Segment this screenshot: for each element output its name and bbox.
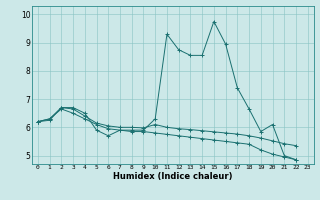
X-axis label: Humidex (Indice chaleur): Humidex (Indice chaleur) <box>113 172 233 181</box>
